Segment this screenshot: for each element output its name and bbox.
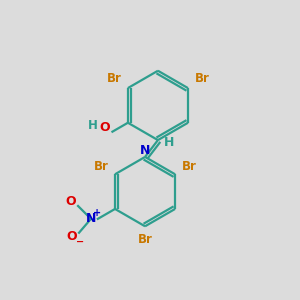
Text: N: N bbox=[86, 212, 96, 225]
Text: Br: Br bbox=[94, 160, 109, 173]
Text: −: − bbox=[76, 237, 84, 247]
Text: N: N bbox=[140, 143, 150, 157]
Text: Br: Br bbox=[106, 72, 122, 85]
Text: O: O bbox=[67, 230, 77, 243]
Text: +: + bbox=[93, 208, 101, 218]
Text: Br: Br bbox=[194, 72, 209, 85]
Text: H: H bbox=[88, 119, 98, 132]
Text: Br: Br bbox=[182, 160, 196, 173]
Text: O: O bbox=[66, 194, 76, 208]
Text: Br: Br bbox=[138, 233, 152, 246]
Text: O: O bbox=[99, 121, 110, 134]
Text: H: H bbox=[164, 136, 174, 149]
